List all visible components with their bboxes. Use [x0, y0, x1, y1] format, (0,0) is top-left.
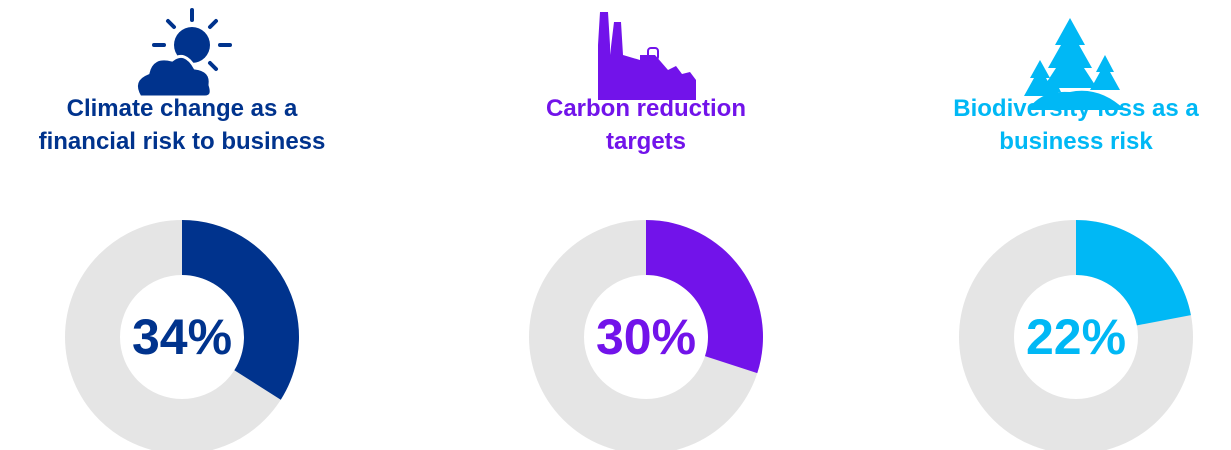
climate-icon	[134, 8, 232, 99]
biodiversity-icon	[1024, 18, 1125, 110]
chart-title: Biodiversity loss as a	[953, 95, 1199, 122]
chart-title: Carbon reduction	[546, 95, 746, 122]
donut-value-label: 34%	[132, 309, 232, 365]
donut-value-label: 30%	[596, 309, 696, 365]
donut-segment	[1076, 220, 1191, 326]
donut-value-label: 22%	[1026, 309, 1126, 365]
carbon-icon	[598, 12, 696, 100]
chart-title: business risk	[999, 128, 1153, 155]
chart-title: financial risk to business	[39, 128, 326, 155]
chart-title: Climate change as a	[67, 95, 298, 122]
donut-segment	[182, 220, 300, 400]
donut-segment	[646, 220, 763, 374]
chart-title: targets	[606, 128, 686, 155]
